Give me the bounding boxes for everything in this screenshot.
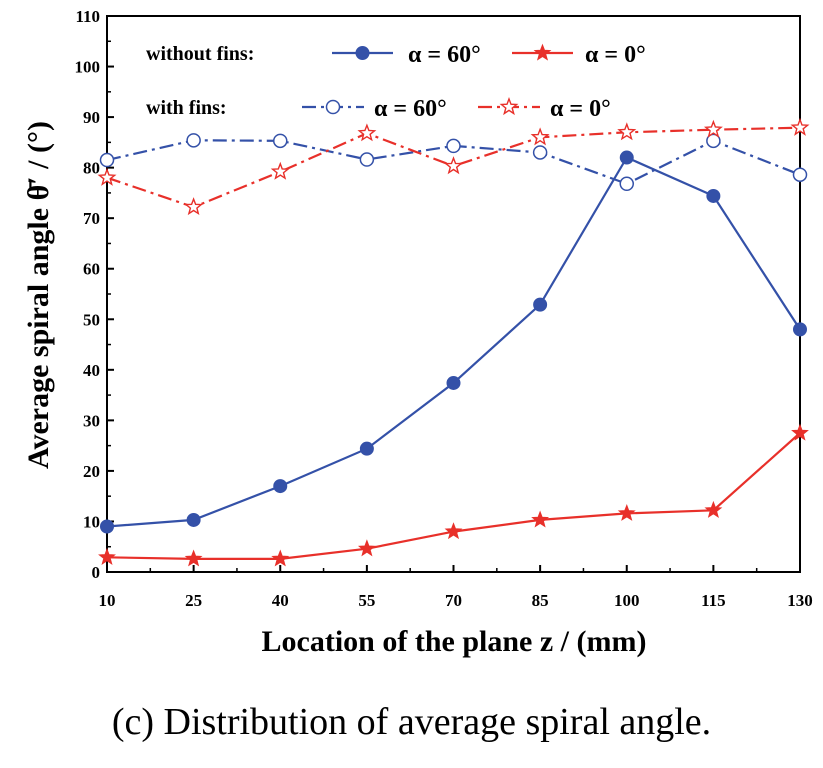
y-tick-label: 50 bbox=[83, 310, 100, 329]
y-tick-label: 100 bbox=[75, 58, 101, 77]
series-with-fins-alpha60-point bbox=[446, 138, 461, 154]
series-with-fins-alpha60-point bbox=[619, 176, 634, 192]
series-without-fins-alpha0-point bbox=[617, 503, 636, 521]
legend-with-alpha0-label: α = 0° bbox=[550, 96, 611, 122]
series-without-fins-alpha60-point bbox=[706, 188, 721, 203]
x-tick-label: 40 bbox=[272, 591, 289, 610]
y-tick-label: 80 bbox=[83, 159, 100, 178]
y-tick-label: 10 bbox=[83, 512, 100, 531]
y-tick-label: 110 bbox=[75, 7, 100, 26]
series-without-fins-alpha0-line bbox=[106, 432, 801, 561]
x-tick-label: 115 bbox=[701, 591, 726, 610]
legend-group-without-fins: without fins: bbox=[146, 43, 254, 65]
series-without-fins-alpha0-point bbox=[184, 549, 203, 567]
series-without-fins-alpha0-point bbox=[357, 539, 376, 557]
series-with-fins-alpha0-point bbox=[444, 156, 463, 175]
series-without-fins-alpha60-point bbox=[619, 150, 634, 165]
series-with-fins-alpha0-point bbox=[703, 119, 723, 138]
x-tick-label: 85 bbox=[532, 591, 549, 610]
y-tick-label: 30 bbox=[83, 411, 100, 430]
series-with-fins-alpha60-point bbox=[792, 167, 808, 182]
series-with-fins-alpha0-point bbox=[617, 122, 637, 141]
series-with-fins-alpha0-point bbox=[270, 161, 290, 180]
series-without-fins-alpha60-point bbox=[273, 479, 288, 494]
series-with-fins-alpha0-point bbox=[530, 127, 550, 146]
series-without-fins-alpha60-point bbox=[533, 297, 548, 312]
series-without-fins-alpha60-point bbox=[793, 322, 807, 337]
x-tick-label: 130 bbox=[787, 591, 813, 610]
legend-group-with-fins: with fins: bbox=[146, 97, 227, 119]
series-with-fins-alpha0-point bbox=[184, 197, 204, 216]
y-tick-label: 90 bbox=[83, 108, 100, 127]
series-with-fins-alpha60-point bbox=[273, 133, 288, 149]
y-tick-label: 0 bbox=[92, 563, 101, 582]
y-tick-label: 60 bbox=[83, 260, 100, 279]
series-with-fins-alpha0-point bbox=[357, 123, 377, 142]
plot-area: 0 10 20 30 40 50 60 70 80 90 100 110 10 25 40 55 70 85 100… bbox=[75, 7, 813, 610]
series-without-fins-alpha60-point bbox=[100, 519, 114, 534]
y-axis-label: Average spiral angle θ̄′ / (°) bbox=[22, 121, 55, 469]
x-tick-label: 55 bbox=[358, 591, 375, 610]
series-with-fins-alpha60-point bbox=[532, 145, 548, 160]
figure-caption: (c) Distribution of average spiral angle… bbox=[111, 701, 712, 743]
y-tick-label: 70 bbox=[83, 209, 100, 228]
legend-without-alpha60-label: α = 60° bbox=[408, 42, 481, 68]
series-without-fins-alpha0-point bbox=[791, 423, 809, 441]
series-without-fins-alpha60-point bbox=[446, 375, 461, 390]
legend-without-alpha0-label: α = 0° bbox=[585, 42, 646, 68]
series-with-fins-alpha60-point bbox=[706, 133, 721, 149]
legend-with-alpha60-marker bbox=[325, 99, 341, 115]
series-with-fins-alpha60-point bbox=[186, 133, 201, 148]
x-axis-label: Location of the plane z / (mm) bbox=[262, 625, 647, 658]
legend-without-alpha60-marker bbox=[355, 46, 370, 60]
legend-with-alpha60-label: α = 60° bbox=[374, 96, 447, 122]
series-without-fins-alpha0-point bbox=[271, 549, 290, 567]
series-without-fins-alpha60-line bbox=[106, 156, 801, 528]
legend-without-alpha0-marker bbox=[533, 43, 552, 61]
legend-with-alpha0-marker bbox=[499, 97, 519, 116]
series-with-fins-alpha0-point bbox=[790, 117, 810, 136]
series-without-fins-alpha0-point bbox=[444, 522, 463, 540]
y-tick-label: 40 bbox=[83, 361, 100, 380]
series-layer bbox=[97, 117, 810, 567]
series-without-fins-alpha0-point bbox=[98, 547, 116, 565]
x-tick-label: 70 bbox=[445, 591, 462, 610]
series-without-fins-alpha60-point bbox=[186, 512, 201, 527]
y-tick-label: 20 bbox=[83, 462, 100, 481]
series-without-fins-alpha60-point bbox=[359, 441, 374, 456]
series-without-fins-alpha0-point bbox=[704, 500, 723, 518]
series-without-fins-alpha0-point bbox=[531, 510, 550, 528]
x-tick-label: 100 bbox=[614, 591, 640, 610]
series-with-fins-alpha60-point bbox=[359, 152, 375, 167]
series-with-fins-alpha60-point bbox=[99, 152, 115, 168]
spiral-angle-chart: 0 10 20 30 40 50 60 70 80 90 100 110 10 25 40 55 70 85 100… bbox=[22, 7, 813, 658]
legend: without fins: α = 60° α = 0° with fins: α = … bbox=[146, 42, 646, 122]
x-tick-label: 10 bbox=[99, 591, 116, 610]
x-tick-label: 25 bbox=[185, 591, 202, 610]
series-with-fins-alpha0-point bbox=[97, 167, 117, 186]
